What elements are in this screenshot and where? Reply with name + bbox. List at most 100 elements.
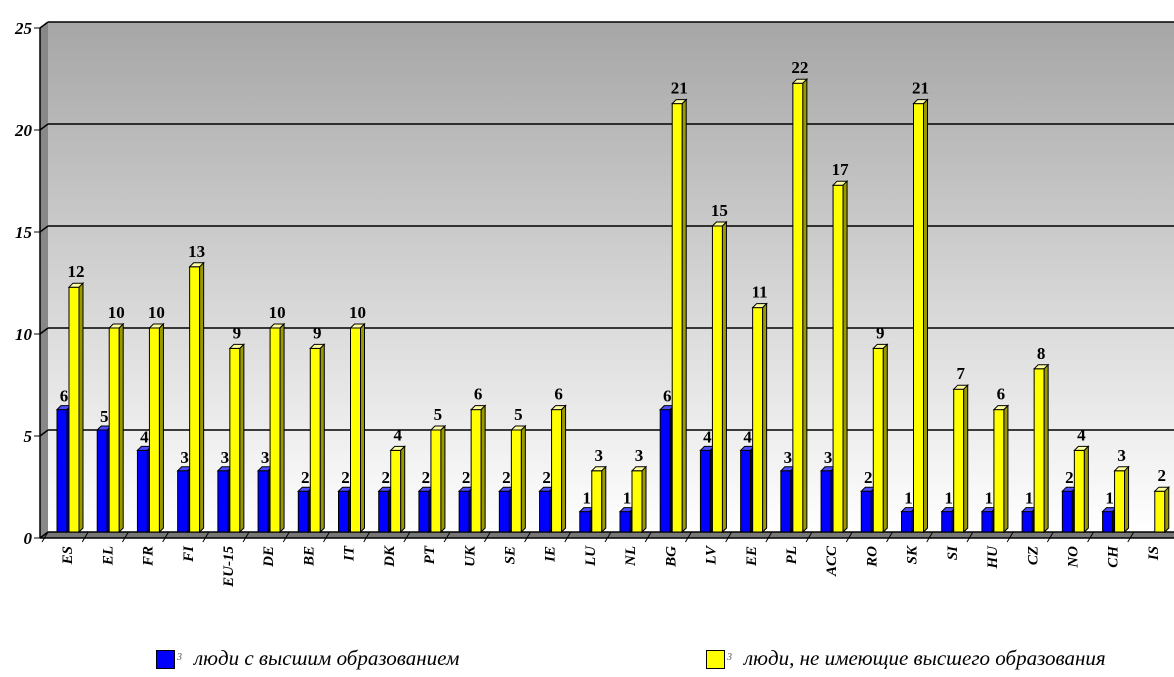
bar-series-2 — [228, 343, 246, 534]
gridline-depth — [39, 429, 49, 437]
data-label-series-2: 5 — [514, 405, 523, 424]
bar-series-2 — [831, 179, 849, 534]
data-labels: 6125104103133931029210242526252613136214… — [60, 58, 1166, 507]
bar-series-2 — [952, 383, 969, 534]
data-label-series-1: 1 — [944, 489, 953, 508]
legend-number: 3 — [177, 652, 182, 663]
data-label-series-2: 8 — [1037, 344, 1046, 363]
data-label-series-1: 5 — [100, 407, 109, 426]
data-label-series-1: 1 — [904, 489, 913, 508]
bar-series-2-side — [1083, 445, 1089, 534]
x-tick-label: RO — [864, 546, 880, 568]
bar-series-2-front — [470, 409, 482, 533]
x-tick-mark — [926, 531, 934, 543]
bar-series-2-front — [189, 266, 201, 533]
bar-series-1-front — [981, 511, 993, 533]
bar-series-1-front — [860, 490, 872, 533]
plot-floor — [40, 532, 1174, 538]
bar-series-2-side — [279, 322, 285, 534]
data-label-series-2: 3 — [635, 446, 644, 465]
x-tick-label: CZ — [1025, 546, 1041, 565]
data-label-series-1: 3 — [221, 448, 230, 467]
data-label-series-2: 11 — [752, 283, 768, 302]
gridline-depth — [39, 21, 49, 29]
x-axis-ticks: ES EL FR FI EU-15 DE BE IT DK PT UK SE IE LU NL BG LV EE P… — [40, 531, 1174, 588]
x-tick-mark — [1046, 531, 1054, 543]
data-label-series-1: 2 — [542, 468, 551, 487]
x-tick-label: UK — [462, 545, 478, 567]
bar-series-2-side — [721, 220, 727, 534]
bar-series-2-side — [480, 404, 486, 534]
x-tick-label: IT — [342, 545, 358, 562]
x-tick-mark — [1006, 531, 1014, 543]
bar-series-2-side — [78, 281, 84, 534]
bar-series-1-front — [1102, 511, 1114, 533]
data-label-series-1: 6 — [663, 387, 672, 406]
data-label-series-2: 21 — [912, 79, 929, 98]
bar-series-1-front — [297, 490, 309, 533]
bar-series-2-front — [269, 327, 281, 533]
data-label-series-1: 2 — [1065, 468, 1074, 487]
bar-series-2-side — [842, 179, 848, 534]
bar-series-2-side — [440, 424, 446, 534]
plot-side-wall — [40, 22, 48, 538]
bar-series-2 — [872, 343, 889, 534]
x-tick-mark — [524, 531, 532, 543]
data-label-series-1: 1 — [1105, 489, 1114, 508]
x-tick-mark — [81, 531, 89, 543]
bar-series-2-side — [641, 465, 647, 534]
legend-item-series-2: 3 люди, не имеющие высшего образования — [706, 646, 1144, 670]
bar-series-2 — [349, 322, 366, 534]
data-label-series-2: 3 — [1117, 446, 1126, 465]
x-tick-label: FR — [141, 546, 157, 567]
data-label-series-2: 6 — [554, 385, 563, 404]
data-label-series-2: 12 — [68, 262, 85, 281]
bar-series-2-side — [1043, 363, 1049, 534]
bar-series-2 — [268, 322, 286, 534]
bar-series-2-front — [229, 347, 241, 533]
data-label-series-1: 2 — [422, 468, 431, 487]
data-label-series-2: 6 — [474, 385, 483, 404]
bar-series-2 — [389, 445, 406, 534]
y-tick-label: 5 — [24, 427, 33, 446]
data-label-series-1: 3 — [784, 448, 793, 467]
gridline-depth — [39, 531, 49, 539]
x-tick-label: LV — [704, 544, 720, 566]
legend-swatch-blue — [156, 650, 175, 669]
bar-series-2-side — [158, 322, 164, 534]
gridlines — [39, 21, 1174, 539]
x-tick-label: EL — [100, 546, 116, 566]
bar-series-2 — [188, 261, 205, 534]
bar-series-2 — [510, 424, 527, 534]
x-tick-mark — [443, 531, 451, 543]
bar-series-2-side — [118, 322, 124, 534]
data-label-series-1: 3 — [261, 448, 270, 467]
bar-series-2-front — [913, 103, 924, 533]
bar-series-2 — [1073, 445, 1090, 534]
x-tick-mark — [765, 531, 773, 543]
bar-series-2-front — [309, 347, 321, 533]
x-tick-label: EE — [744, 546, 760, 567]
x-tick-label: ES — [60, 546, 76, 565]
bar-series-2-front — [872, 347, 884, 533]
data-label-series-2: 21 — [671, 79, 688, 98]
bar-series-2 — [751, 302, 768, 534]
data-label-series-2: 4 — [393, 425, 402, 444]
bar-series-2-side — [239, 343, 245, 534]
x-tick-mark — [604, 531, 612, 543]
bar-series-2-side — [681, 98, 687, 534]
x-tick-label: IE — [543, 546, 559, 563]
bar-series-2-side — [762, 302, 768, 534]
bar-series-2-front — [953, 388, 965, 533]
bar-series-2-front — [551, 409, 563, 533]
bar-series-2-front — [631, 470, 643, 533]
x-tick-label: BE — [301, 546, 317, 567]
x-tick-mark — [1127, 531, 1135, 543]
data-label-series-2: 10 — [148, 303, 165, 322]
bar-series-2-side — [1003, 404, 1009, 534]
data-label-series-2: 9 — [876, 323, 885, 342]
x-tick-mark — [121, 531, 129, 543]
bar-series-2-front — [350, 327, 361, 533]
bar-series-2 — [550, 404, 567, 534]
bar-series-1-front — [659, 409, 671, 533]
